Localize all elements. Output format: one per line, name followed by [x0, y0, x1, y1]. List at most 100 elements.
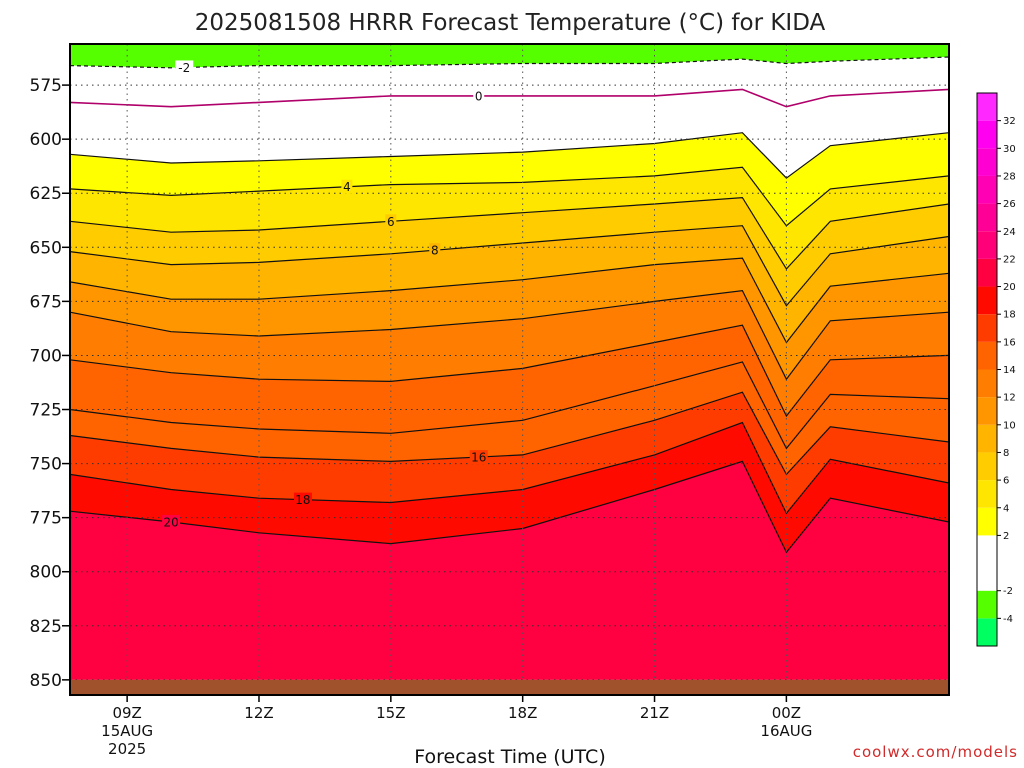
isotherm-line-m2	[69, 56, 950, 69]
colorbar-tick-label-10: 10	[1003, 420, 1016, 431]
isotherm-label-bg-6	[385, 214, 397, 229]
colorbar-swatch-2	[977, 507, 997, 536]
colorbar-tick-label-32: 32	[1003, 116, 1016, 127]
y-tick-label-575: 575	[30, 76, 62, 96]
y-tick-label-625: 625	[30, 184, 62, 204]
plot-frame	[69, 43, 950, 696]
colorbar-tick-label-12: 12	[1003, 393, 1016, 404]
isotherm-line-6	[69, 196, 950, 270]
colorbar-swatch-0	[977, 535, 997, 564]
temperature-band-14-to-15	[70, 325, 949, 449]
colorbar-tick-label-6: 6	[1003, 476, 1009, 487]
isotherm-label-bg-16	[469, 450, 488, 465]
x-tick-year-09Z: 2025	[108, 740, 146, 758]
colorbar-swatch-m4	[977, 590, 997, 619]
grid-layer	[70, 44, 949, 695]
isotherm-label-bg-20	[162, 514, 181, 529]
colorbar-swatch-8	[977, 424, 997, 453]
x-tick-label-12Z: 12Z	[244, 704, 273, 722]
colorbar-swatch-10	[977, 397, 997, 425]
colorbar-swatch-30	[977, 120, 997, 149]
temperature-band-m4	[70, 44, 949, 68]
x-tick-label-09Z: 09Z	[112, 704, 141, 722]
isotherm-label-layer: -2 0 4 6 8 16 18 20	[162, 60, 488, 529]
colorbar-tick-label-30: 30	[1003, 144, 1016, 155]
isotherm-label-bg-18	[293, 492, 312, 507]
temperature-band-15-to-16	[70, 361, 949, 475]
x-tick-date-00Z: 16AUG	[760, 722, 812, 740]
isotherm-label-m2: -2	[178, 61, 190, 75]
y-tick-label-725: 725	[30, 401, 62, 421]
plot-area: -2 0 4 6 8 16 18 20	[69, 43, 950, 696]
x-tick-label-21Z: 21Z	[640, 704, 669, 722]
colorbar-tick-label-14: 14	[1003, 365, 1016, 376]
colorbar-swatch-6	[977, 452, 997, 481]
isotherm-label-20: 20	[163, 515, 178, 529]
temperature-band-18-to-20	[70, 422, 949, 553]
chart-title: 2025081508 HRRR Forecast Temperature (°C…	[195, 10, 826, 36]
temperature-band-8-to-10	[70, 225, 949, 343]
isotherm-label-18: 18	[295, 493, 310, 507]
y-tick-label-675: 675	[30, 292, 62, 312]
colorbar-swatch-4	[977, 480, 997, 508]
isotherm-label-6: 6	[387, 215, 395, 229]
colorbar-swatch-32	[977, 93, 997, 121]
colorbar-swatch-26	[977, 175, 997, 204]
colorbar-tick-label-m2: -2	[1003, 586, 1013, 597]
colorbar-swatch-18	[977, 286, 997, 315]
isotherm-label-bg-m2	[175, 60, 194, 75]
temperature-band-0-to-2	[70, 89, 949, 179]
x-tick-label-15Z: 15Z	[376, 704, 405, 722]
isotherm-line-8	[69, 225, 950, 307]
y-tick-label-650: 650	[30, 238, 62, 258]
ground-layer	[70, 679, 949, 695]
isotherm-label-bg-0	[473, 88, 485, 103]
colorbar-swatch-m2	[977, 563, 997, 591]
isotherm-line-0	[69, 88, 950, 108]
colorbar-swatch-24	[977, 203, 997, 232]
colorbar-tick-label-m4: -4	[1003, 614, 1013, 625]
isotherm-label-16: 16	[471, 451, 486, 465]
colorbar-tick-label-18: 18	[1003, 310, 1016, 321]
colorbar-tick-label-8: 8	[1003, 448, 1009, 459]
colorbar-tick-label-2: 2	[1003, 531, 1009, 542]
isotherm-label-bg-4	[341, 179, 353, 194]
colorbar-swatch-20	[977, 258, 997, 287]
isotherm-line-18	[69, 421, 950, 515]
colorbar-tick-label-20: 20	[1003, 282, 1016, 293]
isotherm-label-4: 4	[343, 180, 351, 194]
y-tick-label-775: 775	[30, 509, 62, 529]
ground-surface	[70, 679, 949, 695]
colorbar-swatch-22	[977, 231, 997, 259]
isotherm-label-0: 0	[475, 89, 483, 103]
colorbar-tick-label-28: 28	[1003, 171, 1016, 182]
colorbar-swatch-m6	[977, 618, 997, 646]
temperature-band-16-to-18	[70, 392, 949, 514]
isotherm-line-20	[69, 460, 950, 554]
colorbar-tick-label-24: 24	[1003, 227, 1016, 238]
temperature-band-2-to-4	[70, 132, 949, 226]
y-tick-label-750: 750	[30, 455, 62, 475]
isotherm-line-2	[69, 132, 950, 179]
colorbar-swatch-14	[977, 341, 997, 370]
isotherm-label-bg-8	[429, 243, 441, 258]
temperature-band-warmest	[70, 461, 949, 680]
isotherm-label-8: 8	[431, 244, 439, 258]
y-axis: 575 600 625 650 675 700 725 750 775 800 825 850	[30, 76, 70, 691]
isotherm-line-4	[69, 166, 950, 227]
temperature-band-6-to-8	[70, 197, 949, 306]
x-tick-label-18Z: 18Z	[508, 704, 537, 722]
colorbar-tick-label-22: 22	[1003, 254, 1016, 265]
y-tick-label-700: 700	[30, 346, 62, 366]
temperature-fill-layer	[70, 44, 949, 680]
isotherm-line-12	[69, 289, 950, 381]
x-tick-date-09Z: 15AUG	[101, 722, 153, 740]
colorbar-tick-label-4: 4	[1003, 503, 1009, 514]
temperature-band-m2-to-0	[70, 57, 949, 107]
isotherm-line-16	[69, 391, 950, 476]
y-tick-label-825: 825	[30, 617, 62, 637]
credit-text: coolwx.com/models	[853, 743, 1018, 761]
